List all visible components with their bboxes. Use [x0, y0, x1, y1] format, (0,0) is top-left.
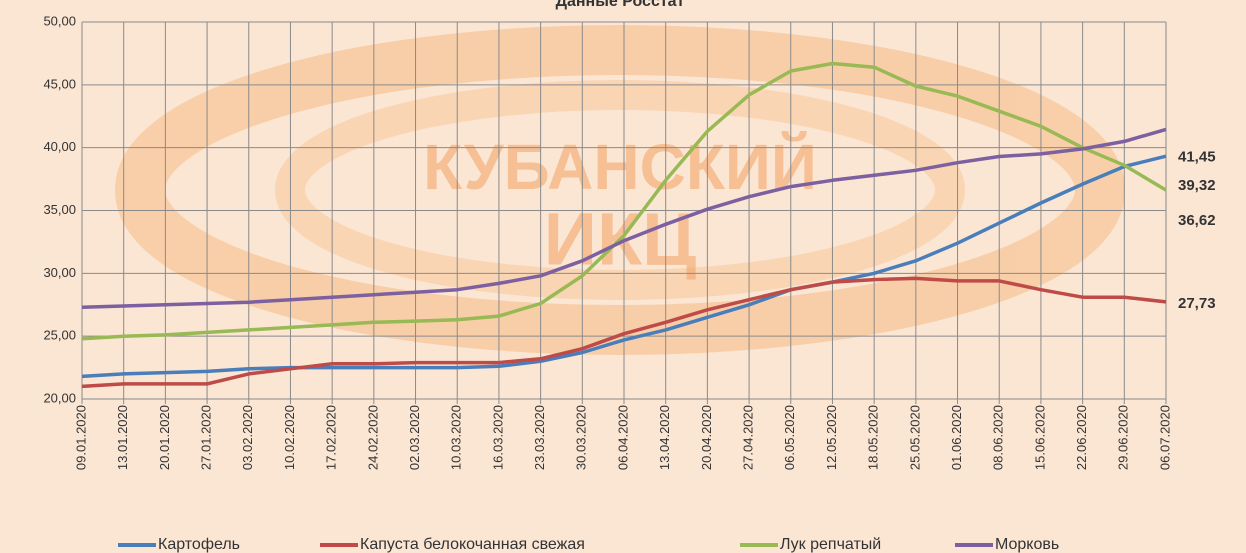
- data-label: 41,45: [1178, 148, 1216, 165]
- x-tick-label: 03.02.2020: [240, 405, 255, 470]
- x-tick-label: 20.01.2020: [157, 405, 172, 470]
- x-tick-label: 17.02.2020: [324, 405, 339, 470]
- x-tick-label: 09.01.2020: [73, 405, 88, 470]
- y-tick-label: 45,00: [43, 76, 76, 91]
- x-tick-label: 27.04.2020: [741, 405, 756, 470]
- x-tick-label: 12.05.2020: [824, 405, 839, 470]
- x-tick-label: 13.04.2020: [657, 405, 672, 470]
- x-tick-label: 23.03.2020: [532, 405, 547, 470]
- x-tick-label: 01.06.2020: [949, 405, 964, 470]
- legend-label: Морковь: [995, 536, 1059, 553]
- x-tick-label: 15.06.2020: [1032, 405, 1047, 470]
- legend-label: Лук репчатый: [780, 536, 881, 553]
- x-tick-label: 24.02.2020: [365, 405, 380, 470]
- x-tick-label: 18.05.2020: [866, 405, 881, 470]
- y-tick-label: 50,00: [43, 13, 76, 28]
- y-tick-label: 25,00: [43, 328, 76, 343]
- x-tick-label: 20.04.2020: [699, 405, 714, 470]
- x-tick-label: 29.06.2020: [1116, 405, 1131, 470]
- legend-label: Картофель: [158, 536, 240, 553]
- y-tick-label: 30,00: [43, 265, 76, 280]
- x-tick-label: 30.03.2020: [574, 405, 589, 470]
- y-tick-label: 40,00: [43, 139, 76, 154]
- x-tick-label: 02.03.2020: [407, 405, 422, 470]
- x-tick-label: 08.06.2020: [991, 405, 1006, 470]
- x-tick-label: 06.05.2020: [782, 405, 797, 470]
- data-label: 39,32: [1178, 177, 1216, 194]
- y-tick-label: 35,00: [43, 202, 76, 217]
- data-label: 27,73: [1178, 295, 1216, 312]
- y-tick-label: 20,00: [43, 390, 76, 405]
- x-tick-label: 16.03.2020: [490, 405, 505, 470]
- watermark-text: КУБАНСКИЙ: [423, 130, 817, 203]
- x-tick-label: 06.07.2020: [1157, 405, 1172, 470]
- data-label: 36,62: [1178, 212, 1216, 229]
- x-tick-label: 06.04.2020: [615, 405, 630, 470]
- chart: Данные Росстат КУБАНСКИЙ ИКЦ 20,0025,003…: [0, 0, 1246, 553]
- x-tick-label: 10.03.2020: [449, 405, 464, 470]
- x-tick-label: 13.01.2020: [115, 405, 130, 470]
- x-tick-label: 27.01.2020: [199, 405, 214, 470]
- x-tick-label: 22.06.2020: [1074, 405, 1089, 470]
- x-tick-label: 10.02.2020: [282, 405, 297, 470]
- chart-title: Данные Росстат: [556, 0, 685, 10]
- legend-label: Капуста белокочанная свежая: [360, 536, 585, 553]
- x-tick-label: 25.05.2020: [907, 405, 922, 470]
